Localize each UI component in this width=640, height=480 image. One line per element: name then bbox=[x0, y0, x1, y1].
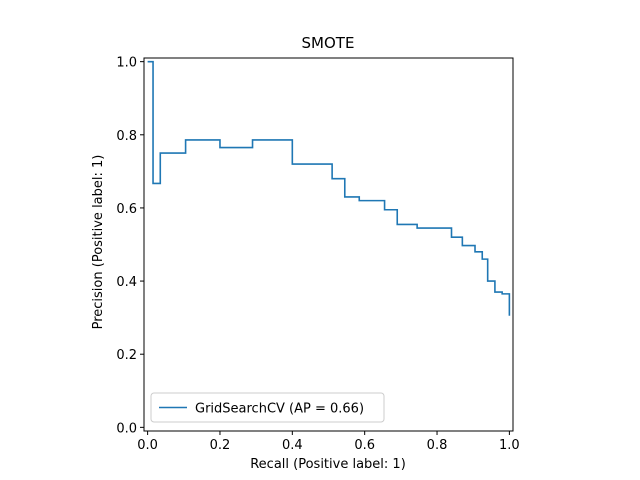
legend-box bbox=[150, 392, 385, 423]
y-tick-label: 1.0 bbox=[116, 56, 137, 71]
axes-frame bbox=[143, 57, 514, 432]
y-tick-label: 0.0 bbox=[116, 421, 137, 436]
y-tick-label: 0.2 bbox=[116, 348, 137, 363]
x-tick-label: 0.6 bbox=[354, 438, 375, 453]
chart-title: SMOTE bbox=[302, 34, 355, 52]
x-axis-label: Recall (Positive label: 1) bbox=[250, 457, 406, 472]
y-tick-label: 0.4 bbox=[116, 275, 137, 290]
x-tick-label: 0.0 bbox=[137, 438, 158, 453]
x-tick-label: 0.8 bbox=[427, 438, 448, 453]
plot-area: 0.0 0.2 0.4 0.6 0.8 1.0 0.0 0.2 0.4 0.6 0.8 1.0 bbox=[116, 56, 519, 453]
legend: GridSearchCV (AP = 0.66) bbox=[150, 392, 385, 423]
x-tick-label: 0.4 bbox=[282, 438, 303, 453]
series-line-0 bbox=[147, 60, 511, 316]
x-tick-label: 0.2 bbox=[210, 438, 231, 453]
y-axis-label: Precision (Positive label: 1) bbox=[91, 155, 106, 330]
x-tick-label: 1.0 bbox=[499, 438, 520, 453]
legend-entry-label: GridSearchCV (AP = 0.66) bbox=[195, 402, 364, 417]
y-tick-label: 0.6 bbox=[116, 202, 137, 217]
y-tick-label: 0.8 bbox=[116, 129, 137, 144]
